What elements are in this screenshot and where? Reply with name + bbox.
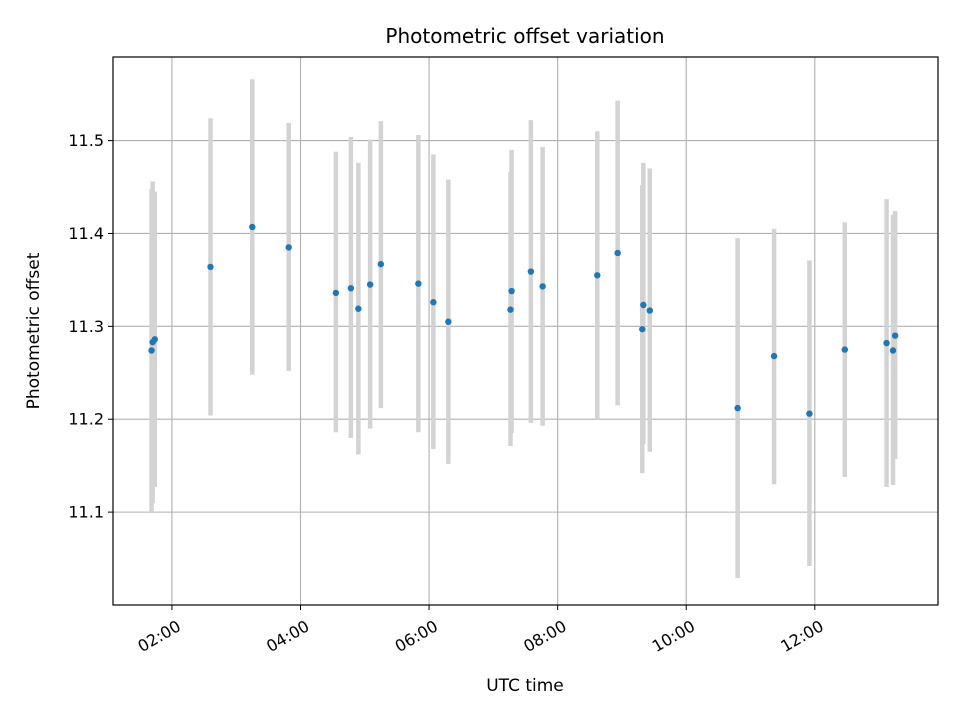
data-point bbox=[640, 301, 647, 309]
data-point bbox=[366, 281, 374, 288]
data-point bbox=[508, 287, 515, 295]
x-axis-title: UTC time bbox=[486, 676, 564, 696]
data-point bbox=[430, 299, 437, 306]
y-tick-label: 11.5 bbox=[68, 131, 104, 150]
data-point bbox=[151, 336, 158, 343]
data-point bbox=[507, 306, 514, 313]
y-axis: 11.1 11.2 11.3 11.4 11.5 bbox=[68, 131, 113, 522]
data-point bbox=[539, 283, 546, 290]
data-point bbox=[594, 272, 601, 279]
y-tick-label: 11.2 bbox=[68, 410, 104, 429]
data-point bbox=[207, 263, 214, 271]
data-point bbox=[148, 347, 155, 354]
data-point bbox=[883, 339, 890, 347]
data-point bbox=[806, 410, 813, 417]
data-point bbox=[889, 347, 897, 354]
data-point bbox=[734, 404, 741, 412]
data-point bbox=[841, 346, 848, 353]
data-point bbox=[347, 285, 355, 292]
data-point bbox=[285, 244, 292, 251]
y-tick-label: 11.3 bbox=[68, 317, 104, 336]
data-point bbox=[770, 352, 778, 360]
data-point bbox=[377, 260, 385, 268]
data-point bbox=[332, 289, 340, 297]
plot-frame bbox=[112, 56, 939, 606]
data-point bbox=[891, 332, 899, 339]
y-axis-title: Photometric offset bbox=[24, 252, 44, 409]
data-point bbox=[614, 249, 621, 257]
data-point bbox=[355, 305, 362, 312]
data-point bbox=[527, 268, 535, 275]
chart-title: Photometric offset variation bbox=[385, 24, 664, 48]
data-points bbox=[148, 223, 899, 417]
data-point bbox=[646, 307, 653, 314]
data-point bbox=[415, 280, 422, 287]
data-point bbox=[639, 325, 646, 333]
data-point bbox=[249, 223, 256, 231]
data-point bbox=[445, 318, 452, 325]
y-tick-label: 11.1 bbox=[68, 503, 104, 522]
y-tick-label: 11.4 bbox=[68, 224, 104, 243]
